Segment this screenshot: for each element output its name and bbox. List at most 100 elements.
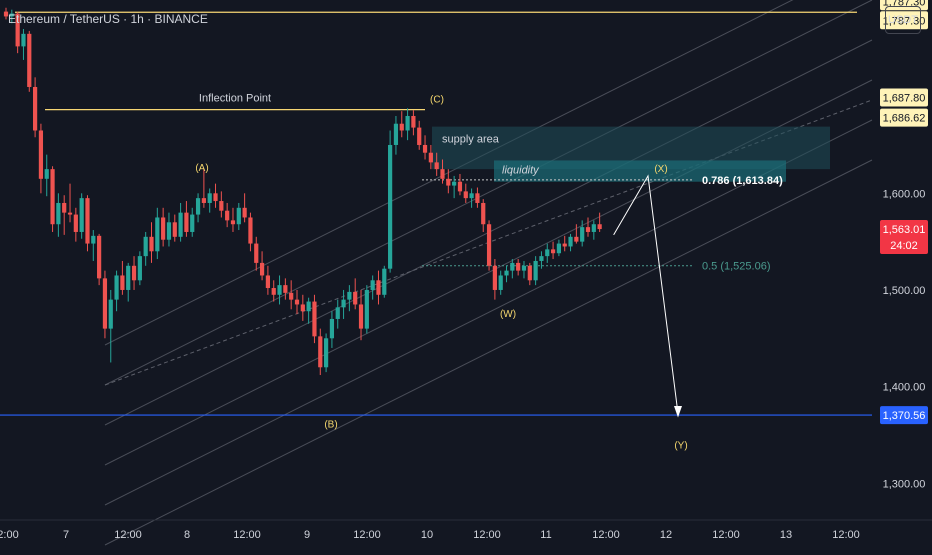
y-tick-label: 1,600.00 (883, 188, 926, 200)
channel-line (104, 159, 873, 546)
candle-body (434, 162, 439, 170)
candle-body (91, 235, 96, 244)
candle-body (376, 280, 381, 295)
candle-body (358, 304, 364, 329)
symbol-title[interactable]: Ethereum / TetherUS · 1h · BINANCE (8, 12, 208, 26)
candle-body (550, 249, 556, 254)
price-tag (880, 406, 928, 425)
candle-body (300, 304, 305, 312)
candle-body (21, 33, 26, 47)
x-tick-label: 10 (421, 529, 433, 541)
candle-body (591, 224, 596, 232)
x-tick-label: 2:00 (0, 529, 19, 541)
candle-body (324, 338, 329, 368)
price-tag-label: 1,563.01 (883, 224, 926, 236)
candle-body (492, 265, 497, 290)
candle-body (562, 243, 567, 247)
candle-body (597, 224, 602, 230)
candle-body (516, 262, 521, 271)
candle-body (405, 115, 410, 131)
annotations-layer: Inflection Point supply area liquidity 0.78… (195, 93, 783, 452)
x-tick-label: 9 (304, 529, 310, 541)
candle-body (364, 289, 369, 329)
candle-body (184, 212, 189, 232)
wave-label-y: (Y) (674, 441, 687, 452)
candle-body (230, 220, 236, 225)
candle-body (161, 217, 166, 240)
y-tick-label: 1,400.00 (883, 382, 926, 394)
candle-body (225, 210, 230, 221)
candle-body (498, 275, 503, 290)
candle-body (306, 301, 311, 312)
x-tick-label: 12:00 (353, 529, 381, 541)
zones-layer (432, 126, 830, 182)
wave-label-c: (C) (430, 94, 444, 105)
candle-body (38, 130, 44, 179)
wave-label-b: (B) (324, 419, 337, 430)
price-tag (880, 88, 928, 107)
candle-body (9, 13, 14, 17)
candle-body (277, 285, 282, 295)
price-tag-label: 1,787.30 (883, 0, 926, 8)
candle-body (521, 265, 527, 271)
candle-body (382, 268, 387, 295)
candle-body (27, 33, 32, 87)
candle-body (452, 181, 457, 186)
candle-body (108, 299, 113, 329)
candle-body (347, 291, 352, 300)
candle-body (393, 123, 399, 145)
currency-button[interactable]: USDT (885, 6, 921, 34)
candle-body (388, 144, 393, 269)
x-tick-label: 12:00 (832, 529, 860, 541)
candle-body (213, 193, 218, 202)
candle-body (283, 285, 288, 293)
candle-body (312, 301, 317, 337)
candle-body (556, 243, 561, 254)
candle-body (585, 227, 591, 232)
x-tick-label: 12:00 (114, 529, 142, 541)
candle-body (422, 144, 428, 153)
time-axis[interactable]: 2:00 7 12:00 8 12:00 9 12:00 10 12:00 11 12:00 12 12… (0, 519, 932, 541)
candle-body (504, 270, 509, 276)
candle-body (545, 249, 550, 257)
candle-body (62, 202, 67, 213)
candle-body (271, 288, 276, 295)
candle-body (166, 222, 172, 240)
candle-body (329, 318, 335, 339)
price-tag (880, 220, 928, 255)
wave-label-w: (W) (500, 309, 516, 320)
channel-line (104, 0, 873, 386)
candle-body (126, 265, 131, 290)
price-tag (880, 108, 928, 127)
price-axis[interactable]: 1,600.00 1,500.00 1,400.00 1,300.00 1,787.30… (876, 0, 932, 520)
candle-body (428, 152, 433, 163)
candle-body (3, 11, 9, 17)
candle-body (73, 214, 78, 232)
supply-area-label: supply area (442, 134, 500, 146)
channel-line (104, 119, 873, 506)
candle-body (533, 260, 538, 281)
candle-body (335, 307, 340, 319)
candle-body (236, 207, 241, 225)
candle-body (248, 217, 253, 244)
projection-arrowhead (674, 405, 682, 418)
liquidity-zone (494, 160, 786, 182)
price-tag-label: 1,686.62 (883, 113, 926, 125)
candle-body (411, 115, 416, 128)
wave-label-a: (A) (195, 163, 208, 174)
price-axis-bg (876, 0, 932, 520)
candle-body (446, 178, 451, 186)
candle-body (510, 262, 515, 271)
candle-body (33, 86, 38, 131)
candle-body (475, 193, 480, 203)
candle-body (254, 243, 259, 263)
candle-body (481, 202, 486, 225)
price-tag (880, 0, 928, 11)
candle-body (15, 13, 20, 47)
candle-body (370, 280, 375, 290)
candle-body (56, 202, 61, 225)
liquidity-label: liquidity (502, 164, 540, 176)
